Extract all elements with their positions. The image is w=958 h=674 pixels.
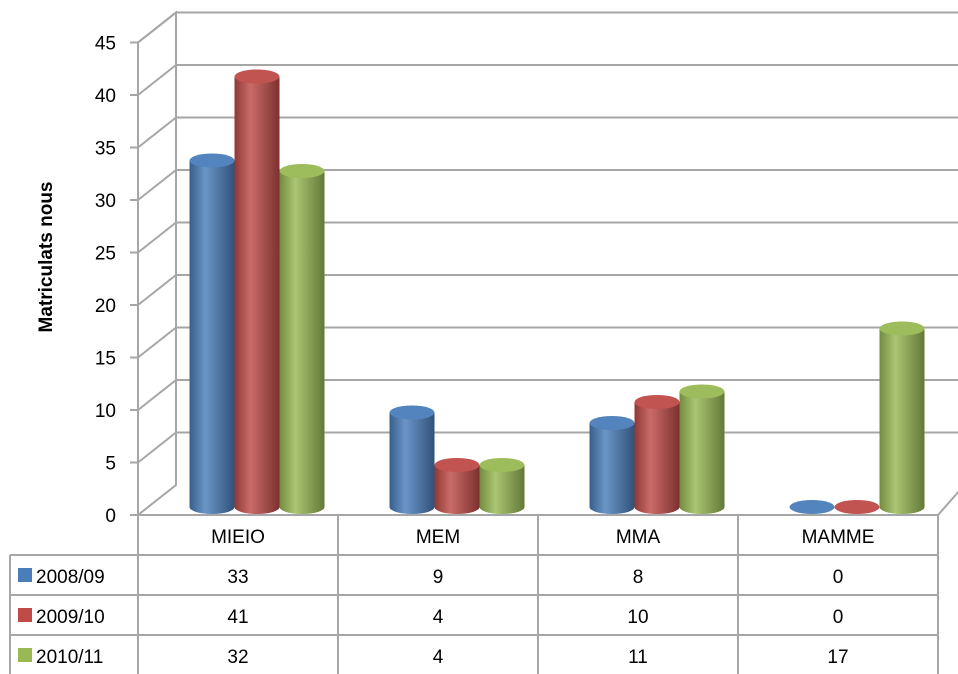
bars	[189, 69, 925, 514]
gridline-side	[137, 169, 177, 201]
bar-2009/10-MEM	[434, 458, 480, 514]
bar-2009/10-MIEIO	[234, 69, 280, 514]
bar-2008/09-MIEIO	[189, 153, 235, 514]
bar-2009/10-MMA	[634, 395, 680, 514]
y-tick-label: 40	[95, 86, 116, 107]
bar-top	[634, 395, 680, 409]
bar-body	[234, 76, 280, 514]
category-label: MMA	[616, 527, 661, 548]
bar-body	[189, 160, 235, 514]
category-label: MIEIO	[211, 527, 265, 548]
y-tick-label: 0	[105, 506, 116, 527]
data-value: 9	[433, 567, 444, 588]
bar-2010/11-MIEIO	[279, 164, 325, 514]
bar-2010/11-MAMME	[879, 321, 925, 514]
data-value: 0	[833, 607, 844, 628]
y-tick-label: 20	[95, 296, 116, 317]
bar-top	[234, 69, 280, 84]
legend-label: 2008/09	[36, 567, 105, 588]
data-value: 11	[628, 647, 648, 668]
gridline-side	[137, 11, 177, 44]
bar-body	[879, 328, 925, 514]
bar-top	[389, 405, 435, 420]
bar-2010/11-MMA	[679, 384, 725, 514]
legend-key	[18, 608, 32, 622]
bar-top	[479, 458, 525, 472]
data-table: MIEIO MEM MMA MAMME 2008/09 33 9 8 0 2009/10 41 4 10…	[9, 514, 939, 674]
gridline-side	[137, 116, 177, 149]
y-tick-label: 45	[95, 34, 116, 55]
gridline-side	[137, 221, 177, 254]
bar-body	[589, 423, 635, 514]
bar-body	[389, 412, 435, 514]
bar-top	[679, 384, 725, 399]
y-tick-label: 15	[95, 349, 116, 370]
data-value: 10	[627, 607, 648, 628]
bar-2009/10-MAMME	[834, 500, 880, 514]
data-value: 41	[227, 607, 248, 628]
legend-key	[18, 568, 32, 582]
data-value: 17	[827, 647, 848, 668]
bar-top	[879, 321, 925, 336]
bar-2008/09-MEM	[389, 405, 435, 514]
y-tick-label: 35	[95, 139, 116, 160]
bar-body	[634, 402, 680, 514]
category-label: MEM	[416, 527, 460, 548]
data-value: 8	[633, 567, 644, 588]
gridline-side	[137, 274, 177, 306]
bar-top	[279, 164, 325, 178]
gridline-side	[137, 379, 177, 411]
y-axis-label: Matriculats nous	[36, 182, 57, 333]
gridline-side	[137, 64, 177, 96]
data-value: 33	[227, 567, 248, 588]
bar-2010/11-MEM	[479, 458, 525, 514]
bar-2008/09-MMA	[589, 416, 635, 514]
bar-top	[789, 500, 835, 514]
bar-body	[679, 391, 725, 514]
bar-top	[189, 153, 235, 168]
bar-body	[279, 171, 325, 514]
legend-label: 2009/10	[36, 607, 105, 628]
y-tick-label: 10	[95, 401, 116, 422]
y-tick-label: 5	[105, 454, 116, 475]
y-tick-label: 25	[95, 244, 116, 265]
bar-top	[589, 416, 635, 430]
data-value: 0	[833, 567, 844, 588]
bar-body	[479, 465, 525, 514]
bar-2008/09-MAMME	[789, 500, 835, 514]
legend-key	[18, 648, 32, 662]
bar-top	[434, 458, 480, 472]
gridline-side	[137, 326, 177, 359]
bar-body	[434, 465, 480, 514]
data-value: 4	[433, 607, 444, 628]
data-value: 32	[227, 647, 248, 668]
y-tick-label: 30	[95, 191, 116, 212]
legend-label: 2010/11	[36, 647, 103, 668]
gridline-side	[137, 431, 177, 464]
side-wall	[137, 10, 177, 518]
category-label: MAMME	[802, 527, 875, 548]
data-value: 4	[433, 647, 444, 668]
y-axis: 0 5 10 15 20 25 30 35 40 45	[95, 34, 138, 527]
bar-top	[834, 500, 880, 514]
